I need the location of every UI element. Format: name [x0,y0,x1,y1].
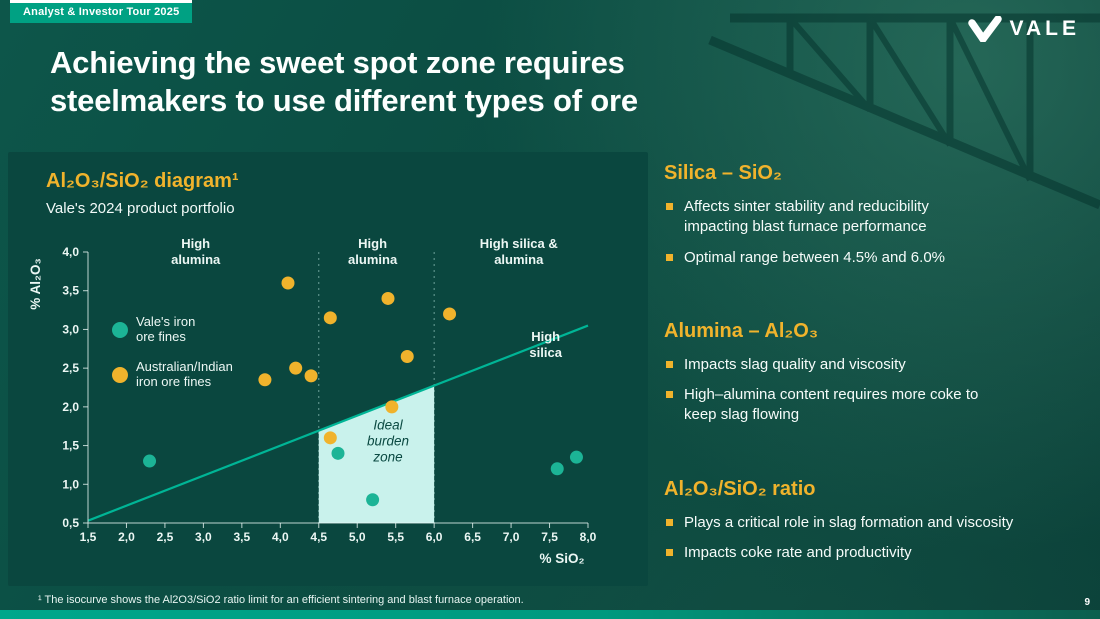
y-tick-label: 3,5 [62,284,79,298]
legend-marker [112,322,128,338]
bullet-text: Plays a critical role in slag formation … [684,513,1014,531]
x-tick-label: 7,5 [541,530,558,544]
page-number: 9 [1084,597,1090,608]
data-point [443,307,457,321]
section-ratio: Al₂O₃/SiO₂ ratio Plays a critical role i… [664,478,1082,564]
data-point [323,311,337,325]
region-label: High silica & [480,236,558,251]
data-point [323,431,337,445]
chart-subtitle: Vale's 2024 product portfolio [46,200,235,217]
region-label: High [181,236,210,251]
ideal-zone-label: burden [367,434,409,449]
data-point [304,369,318,383]
scatter-chart: 1,5 2,0 2,5 3,0 3,5 4,0 4,5 5,0 5,5 6,0 6,5 7,0 7,5 8… [28,236,597,566]
event-badge: Analyst & Investor Tour 2025 [10,0,193,23]
bullet-square-icon [666,391,673,398]
data-point [569,450,583,464]
data-point [550,462,564,476]
bullet-text: Impacts slag quality and viscosity [684,355,906,373]
x-tick-label: 6,0 [426,530,443,544]
legend-label: Australian/Indian [136,359,233,374]
x-tick-label: 4,5 [310,530,327,544]
footnote: ¹ The isocurve shows the Al2O3/SiO2 rati… [38,594,524,606]
bullet-item: Affects sinter stability and reducibilit… [664,197,1082,238]
y-tick-label: 4,0 [62,245,79,259]
high-silica-label: silica [529,345,562,360]
bullet-square-icon [666,253,673,261]
bullet-square-icon [666,548,673,556]
isocurve-line [87,324,589,522]
data-point [143,454,157,468]
bullet-item: Impacts slag quality and viscosity [664,355,1082,375]
ideal-zone-label: zone [372,450,402,465]
data-point [366,493,380,507]
x-tick-label: 7,0 [503,530,520,544]
y-tick-label: 2,5 [62,361,79,375]
vale-v-icon [967,16,1002,42]
x-axis-title: % SiO₂ [539,551,584,566]
legend-label: Vale's iron [136,314,195,329]
region-label: High [358,236,387,251]
vale-logo: VALE [967,16,1080,42]
info-sections: Silica – SiO₂ Affects sinter stability a… [664,162,1082,563]
x-tick-label: 2,0 [118,530,135,544]
data-point [289,361,303,375]
legend-label: iron ore fines [136,374,212,389]
bullet-text: Optimal range between 4.5% and 6.0% [684,248,945,266]
legend-marker [112,367,128,383]
slide-title-line: steelmakers to use different types of or… [50,82,638,118]
x-tick-label: 6,5 [464,530,481,544]
section-heading: Silica – SiO₂ [664,162,782,184]
region-label: alumina [348,252,398,267]
bullet-square-icon [666,360,673,368]
data-point [258,373,272,387]
x-tick-label: 1,5 [80,530,97,544]
x-tick-label: 4,0 [272,530,289,544]
chart-panel: Al₂O₃/SiO₂ diagram¹ Vale's 2024 product … [8,152,648,586]
section-silica: Silica – SiO₂ Affects sinter stability a… [664,162,1082,268]
y-tick-label: 1,0 [62,477,79,491]
bottom-accent-strip [0,610,1100,619]
bullet-item: Impacts coke rate and productivity [664,543,1082,563]
data-point [385,400,399,414]
region-label: alumina [171,252,221,267]
vale-logo-text: VALE [1009,17,1080,40]
x-tick-label: 5,0 [349,530,366,544]
x-tick-label: 8,0 [580,530,597,544]
data-point [331,446,345,460]
data-point [281,276,295,290]
y-tick-label: 1,5 [62,439,79,453]
x-tick-label: 5,5 [387,530,404,544]
y-axis-title: % Al₂O₃ [28,258,43,310]
section-heading: Alumina – Al₂O₃ [664,319,819,342]
y-tick-label: 3,0 [62,322,79,336]
x-tick-label: 2,5 [157,530,174,544]
y-tick-label: 0,5 [62,516,79,530]
legend-label: ore fines [136,329,186,344]
slide-title-line: Achieving the sweet spot zone requires [50,45,625,80]
high-silica-label: High [531,329,560,344]
chart-title: Al₂O₃/SiO₂ diagram¹ [46,170,239,192]
y-tick-label: 2,0 [62,400,79,414]
region-label: alumina [494,252,544,267]
x-tick-label: 3,5 [234,530,251,544]
section-heading: Al₂O₃/SiO₂ ratio [664,477,816,500]
bullet-text: Affects sinter stability and reducibilit… [684,198,929,236]
bullet-item: Optimal range between 4.5% and 6.0% [664,248,1082,268]
ideal-zone-label: Ideal [373,418,403,433]
bullet-item: Plays a critical role in slag formation … [664,513,1082,533]
x-tick-label: 3,0 [195,530,212,544]
section-alumina: Alumina – Al₂O₃ Impacts slag quality and… [664,320,1082,426]
bullet-item: High–alumina content requires more coke … [664,385,1082,426]
bullet-text: Impacts coke rate and productivity [684,543,912,561]
slide-title: Achieving the sweet spot zone requires s… [50,44,638,120]
bullet-text: High–alumina content requires more coke … [684,386,979,424]
bullet-square-icon [666,203,673,210]
data-point [400,350,414,364]
bullet-square-icon [666,518,673,526]
data-point [381,291,395,305]
